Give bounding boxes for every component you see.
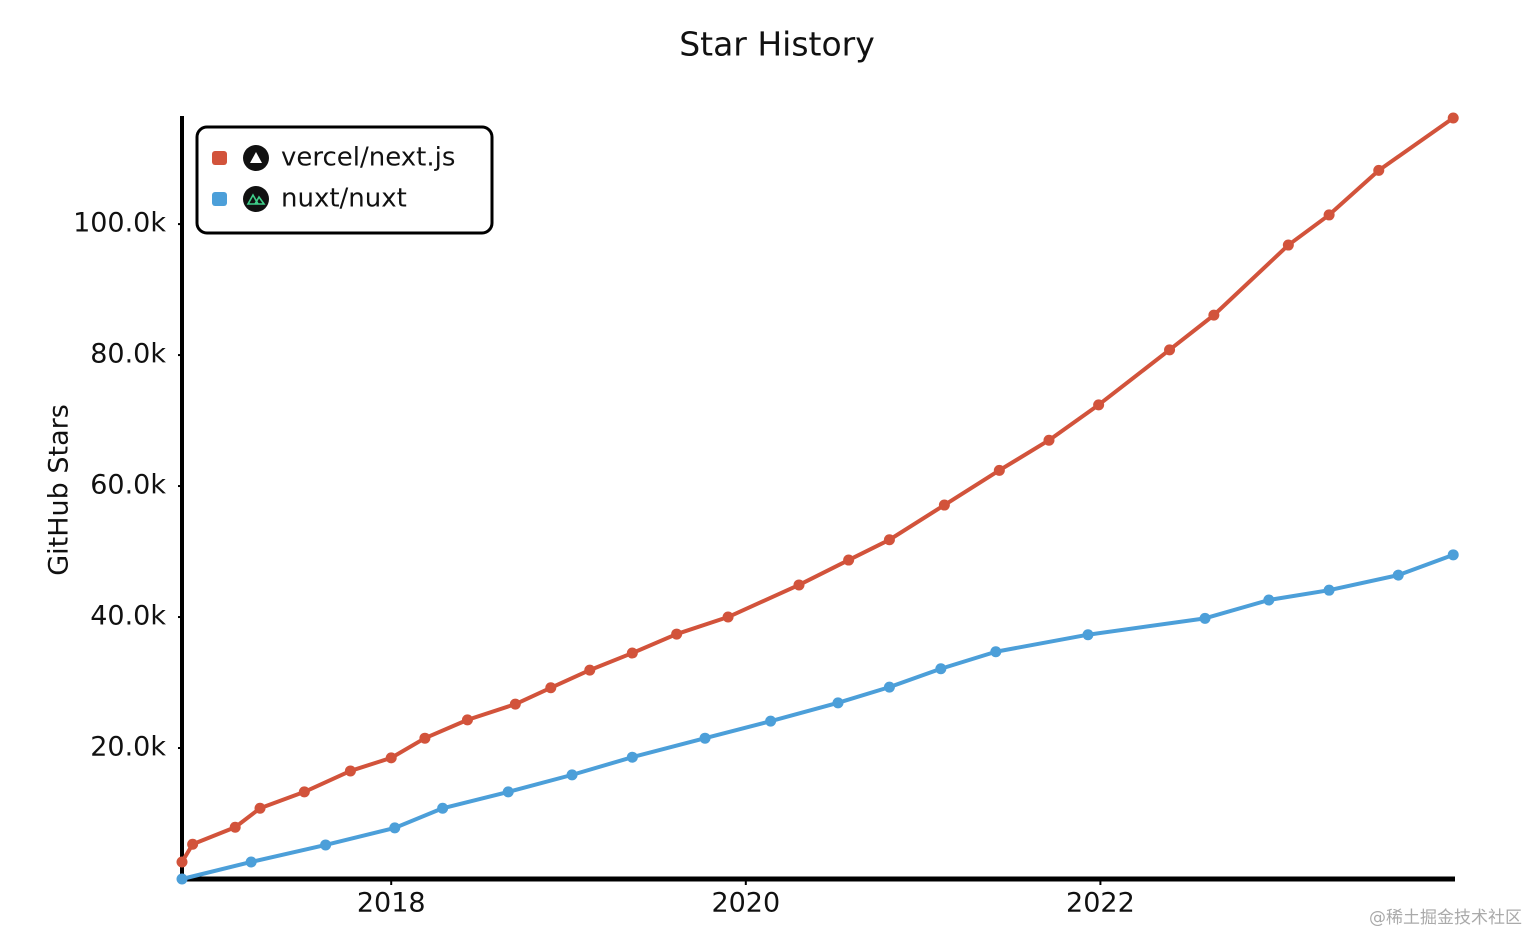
data-point <box>320 839 332 851</box>
data-point <box>1082 629 1094 641</box>
data-point <box>176 873 188 885</box>
y-tick-label: 80.0k <box>90 339 166 370</box>
plot-area <box>176 112 1459 885</box>
data-point <box>1447 549 1459 561</box>
legend-swatch <box>212 192 227 206</box>
series-line <box>180 116 1456 864</box>
data-point <box>765 715 777 727</box>
data-point <box>626 647 638 659</box>
legend-box <box>195 125 494 235</box>
data-point <box>187 838 199 850</box>
legend-label: nuxt/nuxt <box>281 184 407 214</box>
legend-swatch <box>212 151 227 165</box>
data-point <box>1043 434 1055 446</box>
data-point <box>298 786 310 798</box>
data-point <box>509 698 521 710</box>
data-point <box>938 499 950 511</box>
data-point <box>990 646 1002 658</box>
data-point <box>1323 584 1335 596</box>
data-point <box>1323 209 1335 221</box>
data-point <box>699 732 711 744</box>
data-point <box>584 664 596 676</box>
data-point <box>254 802 266 814</box>
data-point <box>502 786 514 798</box>
data-point <box>793 579 805 591</box>
legend-icon-glyph <box>246 193 266 205</box>
y-tick-label: 40.0k <box>90 601 166 632</box>
data-point <box>722 611 734 623</box>
data-point <box>1263 594 1275 606</box>
chart-title: Star History <box>679 25 875 64</box>
legend-icon-glyph <box>250 152 262 163</box>
data-point <box>843 554 855 566</box>
data-point <box>385 752 397 764</box>
data-point <box>437 802 449 814</box>
data-point <box>883 681 895 693</box>
data-point <box>176 856 188 868</box>
data-point <box>344 765 356 777</box>
data-point <box>389 822 401 834</box>
y-tick-label: 60.0k <box>90 470 166 501</box>
data-point <box>1093 399 1105 411</box>
data-point <box>626 751 638 763</box>
data-point <box>1282 239 1294 251</box>
data-point <box>1199 612 1211 624</box>
data-point <box>671 628 683 640</box>
data-point <box>1164 344 1176 356</box>
x-tick-label: 2018 <box>357 888 426 919</box>
data-point <box>1208 309 1220 321</box>
x-tick-label: 2022 <box>1066 888 1135 919</box>
data-point <box>1392 569 1404 581</box>
data-point <box>1373 164 1385 176</box>
data-point <box>419 732 431 744</box>
data-point <box>1447 112 1459 124</box>
data-point <box>461 714 473 726</box>
data-point <box>566 769 578 781</box>
data-point <box>545 682 557 694</box>
data-point <box>935 663 947 675</box>
y-tick-label: 100.0k <box>73 208 166 239</box>
data-point <box>832 697 844 709</box>
x-tick-label: 2020 <box>711 888 780 919</box>
legend-label: vercel/next.js <box>281 143 455 173</box>
y-tick-label: 20.0k <box>90 732 166 763</box>
data-point <box>993 464 1005 476</box>
watermark: @稀土掘金技术社区 <box>1369 908 1522 928</box>
data-point <box>245 856 257 868</box>
series-line <box>180 552 1456 881</box>
data-point <box>883 534 895 546</box>
legend: vercel/next.js nuxt/nuxt <box>195 125 494 235</box>
data-point <box>229 821 241 833</box>
y-axis-label: GitHub Stars <box>44 404 75 576</box>
